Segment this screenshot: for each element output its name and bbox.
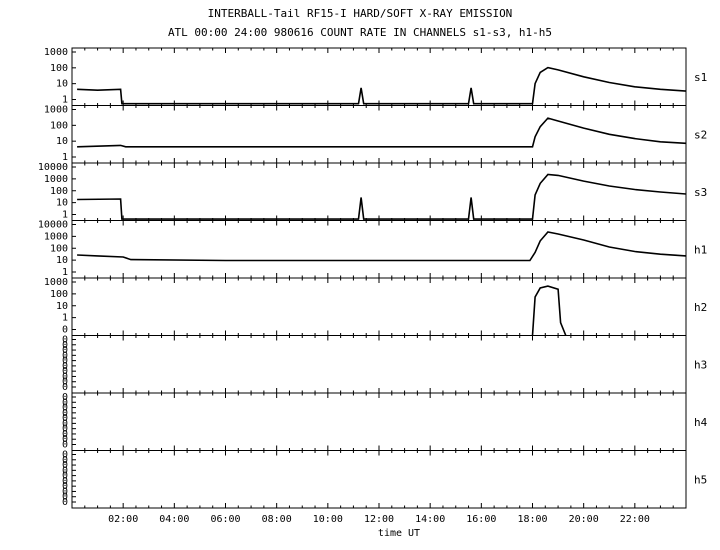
y-tick-label: 1000 [44, 47, 68, 58]
y-tick-label: 0 [62, 392, 68, 403]
x-tick-label: 02:00 [108, 514, 138, 525]
x-tick-label: 14:00 [415, 514, 445, 525]
y-tick-label: 0 [62, 486, 68, 497]
y-tick-label: 0 [62, 403, 68, 414]
y-tick-label: 0 [62, 434, 68, 445]
panel-label: s3 [694, 186, 707, 199]
y-tick-label: 1000 [44, 277, 68, 288]
y-tick-label: 0 [62, 413, 68, 424]
x-tick-label: 08:00 [262, 514, 292, 525]
y-tick-label: 100 [50, 186, 68, 197]
series-line-h2 [531, 285, 567, 336]
x-tick-label: 18:00 [517, 514, 547, 525]
y-tick-label: 0 [62, 345, 68, 356]
y-tick-label: 0 [62, 361, 68, 372]
y-tick-label: 0 [62, 455, 68, 466]
y-tick-label: 0 [62, 366, 68, 377]
y-tick-label: 100 [50, 120, 68, 131]
y-tick-label: 1 [62, 95, 68, 106]
panel-label: s2 [694, 128, 707, 141]
x-tick-label: 22:00 [620, 514, 650, 525]
y-tick-label: 0 [62, 492, 68, 503]
panel-label: h1 [694, 243, 707, 256]
y-tick-label: 1000 [44, 105, 68, 116]
y-tick-label: 0 [62, 340, 68, 351]
panel-label: s1 [694, 71, 707, 84]
y-tick-label: 100 [50, 243, 68, 254]
series-line-s3 [77, 173, 687, 220]
y-tick-label: 0 [62, 440, 68, 451]
y-tick-label: 100 [50, 63, 68, 74]
y-tick-label: 0 [62, 418, 68, 429]
y-tick-label: 0 [62, 460, 68, 471]
chart-title: INTERBALL-Tail RF15-I HARD/SOFT X-RAY EM… [207, 7, 513, 20]
x-axis-label: time UT [378, 528, 420, 539]
x-tick-label: 16:00 [466, 514, 496, 525]
y-tick-label: 0 [62, 481, 68, 492]
series-line-h1 [77, 231, 687, 262]
y-tick-label: 0 [62, 471, 68, 482]
y-tick-label: 0 [62, 497, 68, 508]
y-tick-label: 0 [62, 424, 68, 435]
panel-frame [71, 47, 687, 106]
y-tick-label: 10 [56, 79, 68, 90]
x-tick-label: 10:00 [313, 514, 343, 525]
y-tick-label: 1 [62, 267, 68, 278]
panel-frame [71, 162, 687, 221]
y-tick-label: 10 [56, 255, 68, 266]
y-tick-label: 1 [62, 313, 68, 324]
y-tick-label: 1 [62, 210, 68, 221]
y-tick-label: 0 [62, 335, 68, 346]
panel-frame [71, 392, 687, 451]
panel-label: h5 [694, 473, 707, 486]
y-tick-label: 0 [62, 397, 68, 408]
y-tick-label: 0 [62, 325, 68, 336]
y-tick-label: 10000 [38, 220, 68, 231]
panel-label: h4 [694, 416, 708, 429]
y-tick-label: 0 [62, 350, 68, 361]
y-tick-label: 10 [56, 136, 68, 147]
panel-frame [71, 335, 687, 394]
y-tick-label: 0 [62, 408, 68, 419]
x-tick-label: 12:00 [364, 514, 394, 525]
y-tick-label: 0 [62, 382, 68, 393]
series-line-s2 [77, 117, 687, 148]
y-tick-label: 0 [62, 356, 68, 367]
y-tick-label: 100 [50, 289, 68, 300]
chart-subtitle: ATL 00:00 24:00 980616 COUNT RATE IN CHA… [167, 26, 553, 39]
panel-frame [71, 105, 687, 164]
y-tick-label: 1 [62, 152, 68, 163]
panel-label: h3 [694, 358, 707, 371]
y-tick-label: 0 [62, 465, 68, 476]
y-tick-label: 10000 [38, 162, 68, 173]
y-tick-label: 10 [56, 198, 68, 209]
panel-frame [71, 220, 687, 279]
y-tick-label: 1000 [44, 231, 68, 242]
series-line-s1 [77, 66, 687, 105]
panel-frame [71, 277, 687, 336]
y-tick-label: 0 [62, 371, 68, 382]
x-tick-label: 04:00 [159, 514, 189, 525]
y-tick-label: 0 [62, 377, 68, 388]
y-tick-label: 10 [56, 301, 68, 312]
panel-label: h2 [694, 301, 707, 314]
x-tick-label: 06:00 [210, 514, 240, 525]
y-tick-label: 0 [62, 476, 68, 487]
x-tick-label: 20:00 [569, 514, 599, 525]
y-tick-label: 0 [62, 450, 68, 461]
y-tick-label: 0 [62, 429, 68, 440]
panel-frame [71, 450, 687, 509]
y-tick-label: 1000 [44, 174, 68, 185]
